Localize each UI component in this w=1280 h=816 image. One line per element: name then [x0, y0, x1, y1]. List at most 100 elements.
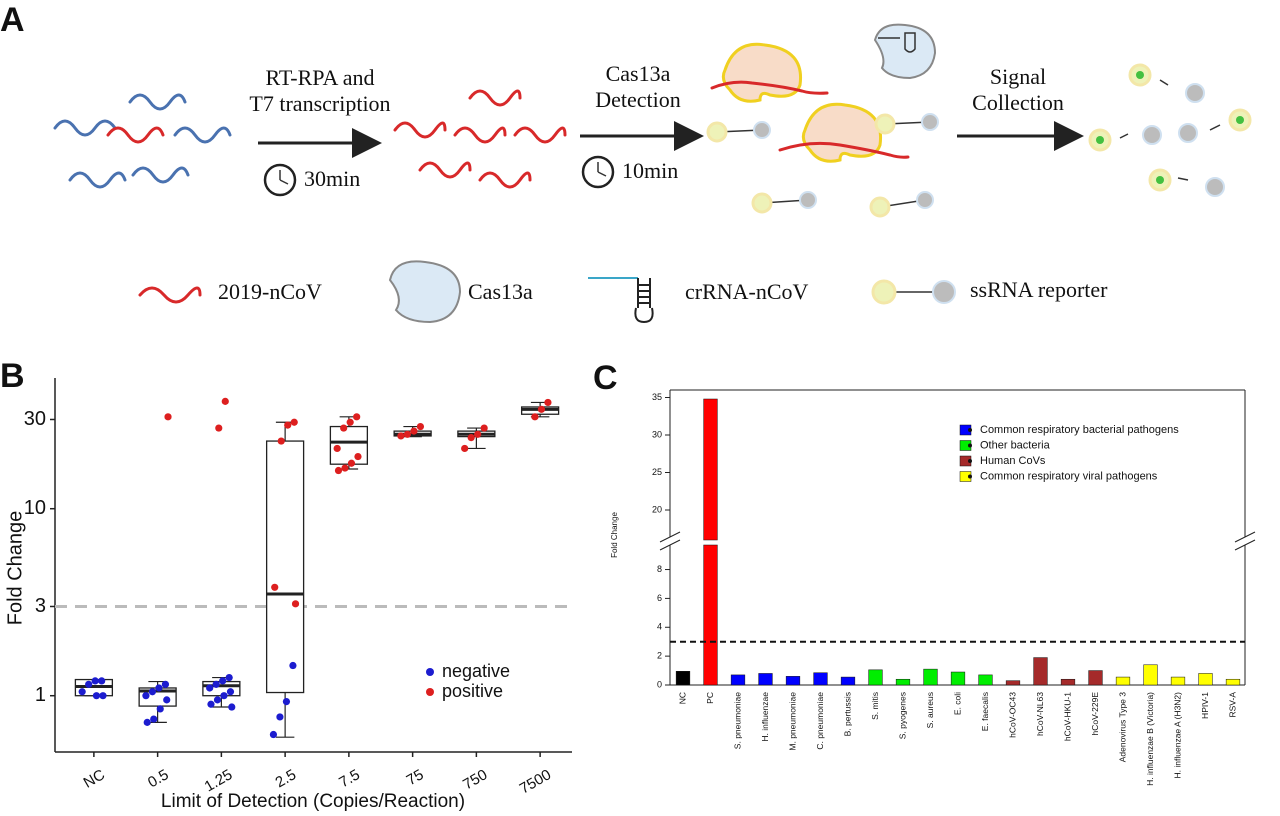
rna: [393, 121, 447, 139]
point: [98, 677, 106, 685]
bar: [868, 669, 883, 686]
legend-crrna-hairpin: [634, 278, 654, 324]
x-tick-label: E. coli: [952, 692, 962, 715]
clock-hands: [597, 162, 607, 177]
rna: [453, 126, 507, 144]
panel-label: A: [0, 1, 25, 39]
rna: [106, 126, 165, 144]
axis-break: [1234, 531, 1256, 543]
legend-label: ssRNA reporter: [970, 277, 1108, 302]
x-tick-label: PC: [705, 692, 715, 704]
cas13a-complex: [801, 102, 883, 163]
bar: [840, 676, 856, 686]
x-tick-label: 0.5: [145, 766, 172, 791]
x-tick-label: H. influenzae: [760, 692, 770, 742]
point: [220, 692, 228, 700]
cleaved-reporters: [1088, 63, 1252, 197]
point: [142, 692, 150, 700]
legend-dot: [968, 474, 972, 479]
point: [461, 444, 469, 453]
rna: [478, 171, 532, 189]
rna: [173, 126, 232, 144]
diagram: A RT-RPA and T7 transcription 30min Cas1…: [0, 1, 1252, 324]
point: [354, 452, 362, 461]
rna: [131, 166, 190, 184]
reporters: [706, 113, 939, 218]
clock-hands: [279, 170, 289, 185]
point: [416, 422, 425, 431]
legend-label: positive: [442, 681, 503, 701]
point: [143, 718, 151, 726]
y-tick-label: 0: [657, 679, 662, 689]
rna: [68, 171, 127, 189]
x-tick-label: S. pyogenes: [897, 692, 907, 739]
bar: [1143, 664, 1158, 686]
legend-label: Other bacteria: [980, 439, 1051, 451]
panel-label: C: [593, 359, 618, 397]
y-tick-label: 1: [35, 684, 46, 706]
x-tick-label: S. aureus: [925, 692, 935, 728]
point: [276, 713, 284, 721]
step-label: Collection: [972, 90, 1064, 115]
x-tick-label: RSV-A: [1227, 692, 1237, 718]
point: [155, 684, 163, 692]
axis-break: [659, 539, 681, 551]
box: [265, 440, 305, 694]
point: [269, 730, 278, 739]
rna: [710, 80, 829, 95]
point: [92, 692, 101, 700]
rna: [53, 119, 117, 137]
point: [207, 700, 215, 708]
point: [225, 673, 233, 682]
point: [206, 684, 214, 692]
point: [164, 413, 172, 421]
rna: [513, 126, 567, 144]
point: [228, 703, 236, 711]
x-tick-label: S. mitis: [870, 692, 880, 720]
point: [226, 688, 235, 696]
point: [397, 432, 405, 440]
rna: [128, 93, 187, 111]
point: [148, 688, 157, 696]
panel-label: B: [0, 357, 25, 395]
step-label: T7 transcription: [249, 91, 390, 116]
point: [467, 434, 475, 442]
bar: [978, 674, 993, 686]
point: [85, 680, 93, 688]
legend-label: Human CoVs: [980, 455, 1046, 467]
x-axis-label: Limit of Detection (Copies/Reaction): [161, 791, 465, 812]
y-axis-label: Fold Change: [4, 511, 26, 626]
point: [219, 677, 227, 685]
x-tick-label: HPIV-1: [1200, 692, 1210, 719]
step-label: RT-RPA and: [266, 65, 375, 90]
x-tick-label: 2.5: [273, 766, 300, 791]
axis-break: [659, 531, 681, 543]
cas13a-complex: [721, 42, 803, 103]
y-axis-label: Fold Change: [610, 512, 619, 558]
point: [221, 397, 229, 405]
legend-reporter: [871, 279, 897, 305]
legend-label: Cas13a: [468, 279, 533, 304]
x-tick-label: 750: [460, 766, 490, 793]
step-label: Cas13a: [606, 61, 671, 86]
point: [99, 692, 107, 700]
point: [290, 418, 298, 426]
x-tick-label: Adenovirus Type 3: [1117, 692, 1127, 763]
rna: [468, 89, 522, 107]
bar: [785, 676, 801, 686]
point: [480, 424, 488, 432]
point: [474, 430, 482, 438]
point: [91, 677, 99, 685]
x-tick-label: 7500: [517, 766, 554, 797]
y-tick-label: 2: [657, 651, 662, 661]
legend-label: crRNA-nCoV: [685, 279, 809, 304]
point: [410, 427, 418, 435]
legend-marker: [426, 688, 434, 696]
point: [78, 688, 86, 696]
point: [213, 696, 222, 704]
bar: [1225, 678, 1241, 686]
step-label: Detection: [595, 87, 681, 112]
point: [161, 680, 170, 688]
rna: [778, 141, 910, 159]
